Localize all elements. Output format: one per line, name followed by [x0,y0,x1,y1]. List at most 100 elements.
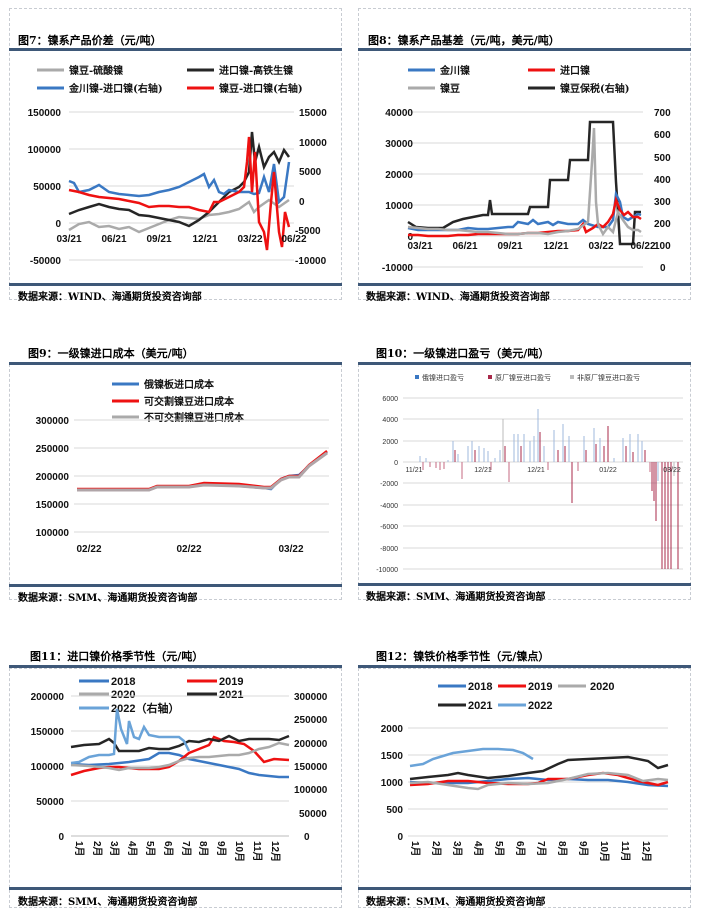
svg-text:2018: 2018 [468,681,492,693]
svg-text:50000: 50000 [299,809,327,820]
svg-text:-5000: -5000 [295,226,321,237]
svg-text:50000: 50000 [33,182,61,193]
svg-text:500: 500 [654,153,671,164]
svg-text:12/21: 12/21 [527,467,545,474]
svg-text:0: 0 [394,460,398,467]
svg-text:12/21: 12/21 [192,234,217,245]
fig11-x-axis: 1月 2月 3月 4月 5月 6月 7月 8月 9月 10月 11月 12月 [71,835,289,862]
fig8-source-rule [358,283,691,286]
svg-text:镍豆-进口镍(右轴): 镍豆-进口镍(右轴) [219,82,303,95]
svg-text:1月: 1月 [73,841,85,857]
svg-text:40000: 40000 [385,108,413,119]
fig7-x-axis: 03/21 06/21 09/21 12/21 03/22 06/22 [56,234,306,245]
svg-text:-4000: -4000 [380,503,398,510]
svg-text:01/22: 01/22 [599,467,617,474]
fig12-panel [358,668,691,908]
svg-text:9月: 9月 [215,841,227,857]
fig10-left-axis: 6000 4000 2000 0 -2000 -4000 -6000 -8000… [376,396,398,574]
fig11-series [70,708,290,779]
svg-text:20000: 20000 [385,170,413,181]
svg-text:2000: 2000 [382,439,398,446]
fig12-series [409,747,669,791]
fig7-source-rule [9,283,342,286]
fig9-grid [74,419,329,533]
svg-text:5月: 5月 [493,841,505,857]
fig12-source: 数据来源：SMM、海通期货投资咨询部 [366,897,546,908]
svg-text:11/21: 11/21 [406,467,423,474]
svg-text:1月: 1月 [409,841,421,857]
svg-text:-6000: -6000 [380,524,398,531]
svg-text:200000: 200000 [31,692,65,703]
svg-text:金川镍: 金川镍 [439,64,470,77]
svg-text:10月: 10月 [598,841,610,862]
svg-text:0: 0 [58,832,64,843]
fig11-panel [9,668,342,908]
svg-text:0: 0 [55,219,61,230]
svg-text:1000: 1000 [381,778,404,789]
svg-text:600: 600 [654,130,671,141]
svg-text:非原厂镍豆进口盈亏: 非原厂镍豆进口盈亏 [577,373,640,382]
svg-text:8月: 8月 [556,841,568,857]
svg-text:100: 100 [654,241,671,252]
fig12-legend: 2018 2019 2020 2021 2022 [438,681,614,712]
fig11-title: 图11：进口镍价格季节性（元/吨） [30,650,204,663]
svg-text:2019: 2019 [528,681,552,693]
svg-text:02/22: 02/22 [176,544,201,555]
svg-text:进口镍: 进口镍 [560,64,590,77]
svg-text:4000: 4000 [382,417,398,424]
fig12-x-axis: 1月 2月 3月 4月 5月 6月 7月 8月 9月 10月 11月 12月 [409,841,652,862]
svg-text:镍豆-硫酸镍: 镍豆-硫酸镍 [69,64,123,77]
fig10-title: 图10：一级镍进口盈亏（美元/吨） [376,347,550,360]
svg-text:250000: 250000 [36,444,70,455]
fig8-grid [408,111,643,268]
fig8-title-rule [358,48,691,51]
fig11-title-rule [9,665,342,668]
fig9-series [77,450,328,492]
fig9-legend: 俄镍板进口成本 可交割镍豆进口成本 不可交割镍豆进口成本 [112,378,245,424]
svg-text:700: 700 [654,108,671,119]
fig9-title: 图9：一级镍进口成本（美元/吨） [28,347,194,360]
svg-text:150000: 150000 [294,762,328,773]
svg-text:4月: 4月 [126,841,138,857]
svg-text:2020: 2020 [590,681,614,693]
svg-text:0: 0 [660,263,666,274]
fig7-chart: 镍豆-硫酸镍 进口镍-高铁生镍 金川镍-进口镍(右轴) 镍豆-进口镍(右轴) 1… [28,64,328,267]
fig8-panel [358,8,691,300]
svg-text:50000: 50000 [36,797,64,808]
svg-text:1500: 1500 [381,751,404,762]
svg-text:03/22: 03/22 [663,467,681,474]
fig11-legend: 2018 2019 2020 2021 2022（右轴） [79,676,243,715]
svg-text:俄镍进口盈亏: 俄镍进口盈亏 [422,373,464,382]
svg-text:250000: 250000 [294,715,328,726]
svg-text:12月: 12月 [640,841,652,862]
fig12-source-rule [358,887,691,890]
fig12-chart: 2018 2019 2020 2021 2022 2000 1500 1000 … [381,681,669,862]
svg-text:-10000: -10000 [382,263,414,274]
fig11-left-axis: 200000 150000 100000 50000 0 [31,692,65,843]
fig8-left-axis: 40000 30000 20000 10000 0 -10000 [382,108,414,274]
svg-text:30000: 30000 [385,139,413,150]
svg-text:5000: 5000 [299,167,322,178]
svg-text:2022（右轴）: 2022（右轴） [111,701,179,715]
fig10-legend: 俄镍进口盈亏 原厂镍豆进口盈亏 非原厂镍豆进口盈亏 [415,373,640,382]
svg-text:2018: 2018 [111,676,135,688]
svg-text:06/21: 06/21 [101,234,126,245]
fig7-source: 数据来源：WIND、海通期货投资咨询部 [18,292,202,303]
svg-text:15000: 15000 [299,108,327,119]
svg-text:06/22: 06/22 [281,234,306,245]
svg-text:可交割镍豆进口成本: 可交割镍豆进口成本 [144,395,235,408]
fig12-title: 图12：镍铁价格季节性（元/镍点） [376,650,550,663]
fig8-x-axis: 03/21 06/21 09/21 12/21 03/22 06/22 [407,241,655,252]
svg-text:100000: 100000 [28,145,62,156]
svg-text:150000: 150000 [31,727,65,738]
svg-text:03/21: 03/21 [407,241,432,252]
fig7-panel [9,8,342,300]
svg-text:-2000: -2000 [380,481,398,488]
svg-text:4月: 4月 [472,841,484,857]
svg-text:8月: 8月 [197,841,209,857]
svg-text:-50000: -50000 [30,256,62,267]
fig7-left-axis: 150000 100000 50000 0 -50000 [28,108,62,267]
svg-text:9月: 9月 [577,841,589,857]
fig11-source-rule [9,887,342,890]
svg-text:300000: 300000 [294,692,328,703]
